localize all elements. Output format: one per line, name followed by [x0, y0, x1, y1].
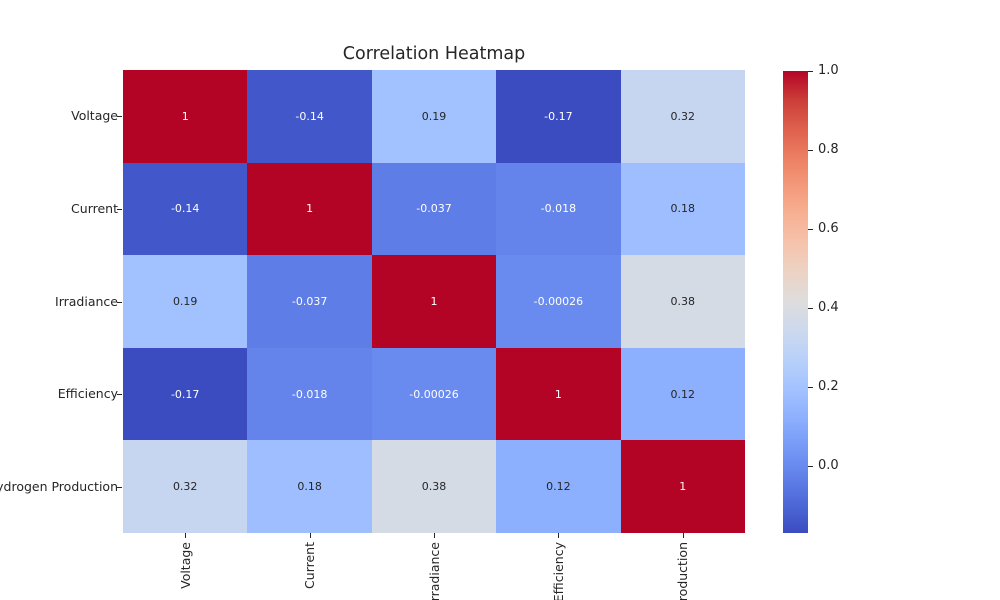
- heatmap-cell-hydrogen-production-hydrogen-production: 1: [620, 440, 745, 533]
- heatmap-cell-current-irradiance: -0.037: [371, 162, 497, 256]
- heatmap-cell-efficiency-irradiance: -0.00026: [371, 347, 497, 441]
- heatmap-cell-voltage-hydrogen-production: 0.32: [620, 70, 745, 163]
- colorbar-tick-label: 0.8: [818, 141, 839, 157]
- colorbar-tick-label: 0.2: [818, 378, 839, 394]
- colorbar-tick-mark: [808, 307, 813, 309]
- heatmap-cell-irradiance-voltage: 0.19: [123, 255, 248, 348]
- heatmap-cell-irradiance-current: -0.037: [247, 255, 372, 348]
- y-tick-mark: [117, 208, 122, 210]
- heatmap-cell-voltage-irradiance: 0.19: [371, 70, 497, 163]
- x-tick-mark: [185, 533, 187, 538]
- heatmap-cell-voltage-efficiency: -0.17: [496, 70, 621, 163]
- heatmap-cell-efficiency-voltage: -0.17: [123, 347, 248, 441]
- y-tick-mark: [117, 301, 122, 303]
- x-tick-mark: [682, 533, 684, 538]
- heatmap-cell-voltage-voltage: 1: [123, 70, 248, 163]
- colorbar-tick-label: 0.6: [818, 220, 839, 236]
- y-tick-mark: [117, 116, 122, 118]
- y-tick-mark: [117, 394, 122, 396]
- chart-title: Correlation Heatmap: [342, 44, 526, 64]
- heatmap-cell-efficiency-current: -0.018: [247, 347, 372, 441]
- x-tick-mark: [558, 533, 560, 538]
- colorbar-tick-label: 0.0: [818, 457, 839, 473]
- x-tick-label: Irradiance: [426, 542, 442, 600]
- heatmap-cell-hydrogen-production-efficiency: 0.12: [496, 440, 621, 533]
- heatmap-cell-hydrogen-production-current: 0.18: [247, 440, 372, 533]
- heatmap-grid: 1 -0.14 0.19 -0.17 0.32 -0.14 1 -0.037 -0.018 0.1…: [123, 70, 745, 533]
- heatmap-cell-voltage-current: -0.14: [247, 70, 372, 163]
- heatmap-cell-efficiency-hydrogen-production: 0.12: [620, 347, 745, 441]
- heatmap-cell-efficiency-efficiency: 1: [496, 347, 621, 441]
- heatmap-cell-current-voltage: -0.14: [123, 162, 248, 256]
- x-tick-label: Efficiency: [550, 542, 566, 600]
- heatmap-cell-hydrogen-production-irradiance: 0.38: [371, 440, 497, 533]
- heatmap-cell-hydrogen-production-voltage: 0.32: [123, 440, 248, 533]
- y-tick-label: Voltage: [71, 108, 118, 124]
- colorbar-tick-mark: [808, 386, 813, 388]
- colorbar-tick-mark: [808, 228, 813, 230]
- y-tick-label: Hydrogen Production: [0, 478, 118, 494]
- x-tick-label: Voltage: [177, 542, 193, 589]
- y-tick-label: Current: [71, 200, 118, 216]
- colorbar-tick-mark: [808, 71, 813, 72]
- heatmap-cell-irradiance-irradiance: 1: [371, 255, 497, 348]
- heatmap-cell-irradiance-hydrogen-production: 0.38: [620, 255, 745, 348]
- x-tick-mark: [434, 533, 435, 538]
- heatmap-cell-current-current: 1: [247, 162, 372, 256]
- colorbar-tick-mark: [808, 149, 813, 151]
- colorbar-tick-label: 0.4: [818, 299, 839, 315]
- colorbar-tick-mark: [808, 465, 813, 467]
- heatmap-cell-irradiance-efficiency: -0.00026: [496, 255, 621, 348]
- y-tick-label: Irradiance: [55, 293, 118, 309]
- colorbar-tick-label: 1.0: [818, 63, 839, 78]
- x-tick-label: Hydrogen Production: [675, 542, 690, 600]
- colorbar-gradient: [783, 71, 808, 533]
- heatmap-cell-current-hydrogen-production: 0.18: [620, 162, 745, 256]
- heatmap-cell-current-efficiency: -0.018: [496, 162, 621, 256]
- x-tick-mark: [309, 533, 311, 538]
- y-tick-mark: [117, 486, 122, 488]
- x-tick-label: Current: [302, 542, 318, 589]
- y-tick-label: Efficiency: [57, 386, 118, 402]
